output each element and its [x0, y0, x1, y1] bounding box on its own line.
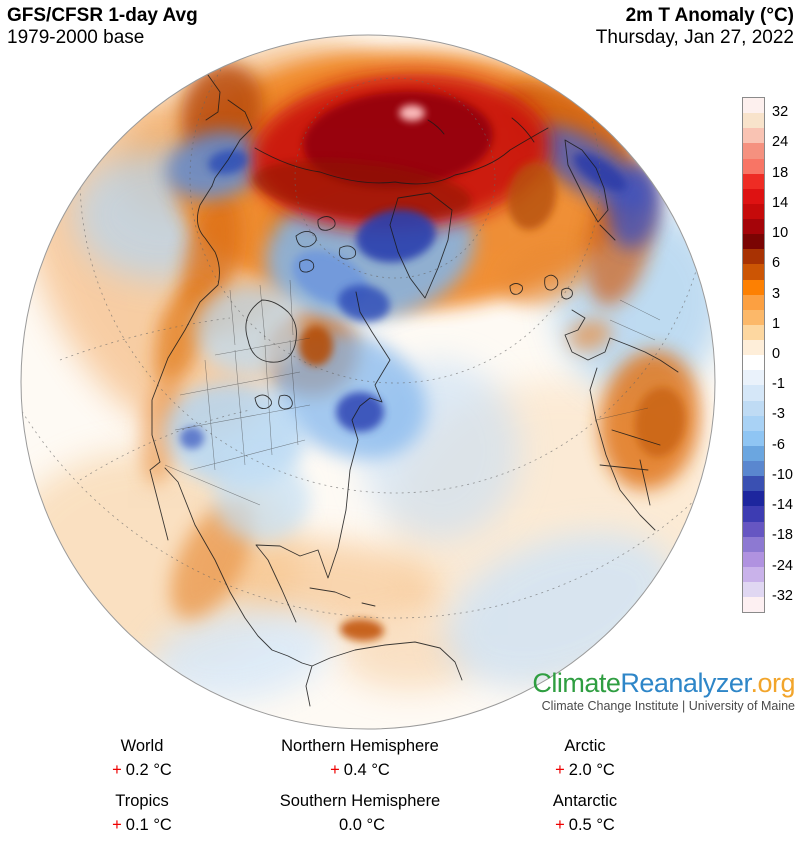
state-borders: [164, 279, 661, 506]
coastlines: [149, 74, 679, 707]
logo-part-reanalyzer[interactable]: Reanalyzer: [620, 668, 751, 698]
colorbar-tick-label: 6: [772, 255, 781, 272]
colorbar-band: [743, 143, 764, 159]
colorbar-band: [743, 385, 764, 401]
colorbar-band: [743, 461, 764, 477]
plus-sign: +: [112, 816, 122, 834]
colorbar-band: [743, 173, 764, 189]
colorbar-band: [743, 400, 764, 416]
colorbar-tick-label: 18: [772, 164, 789, 181]
colorbar-tick-label: 14: [772, 194, 789, 211]
stat-label: World: [120, 737, 164, 755]
header-left: GFS/CFSR 1-day Avg 1979-2000 base: [7, 5, 198, 49]
colorbar-band: [743, 234, 764, 250]
colorbar-band: [743, 597, 764, 613]
colorbar-tick-label: 32: [772, 104, 789, 121]
stat-value: +0.4 °C: [220, 760, 500, 780]
colorbar-band: [743, 279, 764, 295]
colorbar-band: [743, 188, 764, 204]
stat-northern-hemisphere: Northern Hemisphere +0.4 °C: [220, 736, 500, 780]
colorbar-band: [743, 415, 764, 431]
stat-label: Southern Hemisphere: [279, 792, 441, 810]
stat-number: 2.0 °C: [568, 761, 615, 779]
baseline-subtitle: 1979-2000 base: [7, 27, 145, 48]
logo-tagline: Climate Change Institute | University of…: [541, 699, 795, 713]
site-logo[interactable]: ClimateReanalyzer.org Climate Change Ins…: [532, 668, 795, 713]
colorbar-band: [743, 98, 764, 114]
plus-sign: +: [555, 816, 565, 834]
colorbar-band: [743, 219, 764, 235]
colorbar-band: [743, 203, 764, 219]
stat-label: Tropics: [115, 792, 169, 810]
colorbar-tick-label: 3: [772, 285, 781, 302]
colorbar-band: [743, 324, 764, 340]
colorbar-band: [743, 566, 764, 582]
colorbar-tick-label: 10: [772, 225, 789, 242]
colorbar-tick-label: -6: [772, 436, 785, 453]
date-subtitle: Thursday, Jan 27, 2022: [595, 27, 794, 48]
colorbar-band: [743, 445, 764, 461]
stat-tropics: Tropics +0.1 °C: [2, 791, 282, 835]
stat-number: 0.0 °C: [338, 816, 386, 834]
stat-southern-hemisphere: Southern Hemisphere 0.0 °C: [220, 791, 500, 835]
anomaly-cores: [180, 91, 686, 642]
logo-part-org[interactable]: .org: [750, 668, 795, 698]
model-title: GFS/CFSR 1-day Avg: [7, 5, 198, 26]
stat-number: 0.2 °C: [125, 761, 172, 779]
stat-value: +0.5 °C: [445, 815, 725, 835]
stat-value: 0.0 °C: [220, 815, 500, 835]
colorbar-band: [743, 340, 764, 356]
colorbar-band: [743, 264, 764, 280]
colorbar-tick-label: 0: [772, 346, 781, 362]
plus-sign: +: [330, 761, 340, 779]
colorbar-band: [743, 294, 764, 310]
colorbar-band: [743, 249, 764, 265]
plus-sign: +: [112, 761, 122, 779]
colorbar-tick-label: 24: [772, 134, 789, 151]
variable-title: 2m T Anomaly (°C): [625, 5, 794, 26]
colorbar-tick-label: -10: [772, 466, 793, 483]
stat-value: +0.2 °C: [2, 760, 282, 780]
colorbar-band: [743, 536, 764, 552]
globe-outline: [20, 34, 716, 730]
colorbar-tick-label: -18: [772, 527, 793, 544]
colorbar-tick-label: 1: [772, 315, 781, 332]
stat-value: +2.0 °C: [445, 760, 725, 780]
colorbar-band: [743, 128, 764, 144]
colorbar-labels: 32 24 18 14 10 6 3 1 0 -1 -3 -6 -10 -14 -18 -24 -32: [772, 97, 800, 611]
colorbar-band: [743, 476, 764, 492]
colorbar-band: [743, 582, 764, 598]
colorbar-tick-label: -1: [772, 376, 785, 393]
stat-number: 0.4 °C: [343, 761, 390, 779]
colorbar-tick-label: -14: [772, 497, 793, 514]
colorbar: [742, 97, 765, 613]
header-right: 2m T Anomaly (°C) Thursday, Jan 27, 2022: [596, 5, 794, 49]
colorbar-band: [743, 370, 764, 386]
colorbar-tick-label: -24: [772, 557, 793, 574]
stat-value: +0.1 °C: [2, 815, 282, 835]
logo-wordmark[interactable]: ClimateReanalyzer.org: [532, 668, 795, 698]
colorbar-band: [743, 491, 764, 507]
colorbar-band: [743, 521, 764, 537]
logo-part-climate[interactable]: Climate: [532, 668, 621, 698]
colorbar-band: [743, 506, 764, 522]
stat-world: World +0.2 °C: [2, 736, 282, 780]
colorbar-band: [743, 309, 764, 325]
colorbar-band: [743, 158, 764, 174]
colorbar-band: [743, 551, 764, 567]
stat-number: 0.5 °C: [568, 816, 615, 834]
colorbar-tick-label: -32: [772, 587, 793, 604]
stat-arctic: Arctic +2.0 °C: [445, 736, 725, 780]
colorbar-band: [743, 113, 764, 129]
plus-sign: +: [555, 761, 565, 779]
colorbar-tick-label: -3: [772, 406, 785, 423]
stat-antarctic: Antarctic +0.5 °C: [445, 791, 725, 835]
colorbar-band: [743, 430, 764, 446]
stat-label: Antarctic: [552, 792, 618, 810]
stat-label: Arctic: [564, 737, 606, 755]
stat-label: Northern Hemisphere: [281, 737, 439, 755]
colorbar-band: [743, 355, 764, 371]
stat-number: 0.1 °C: [125, 816, 172, 834]
